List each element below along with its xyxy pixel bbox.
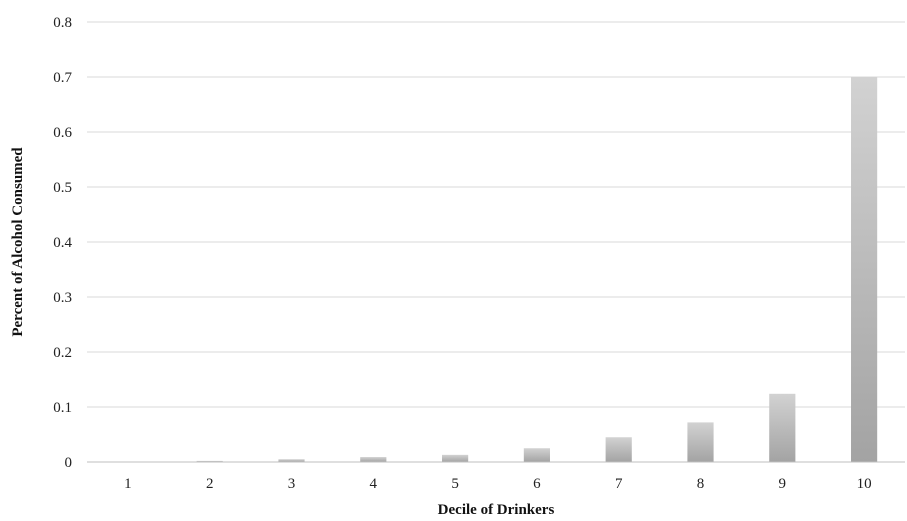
gridlines	[87, 21, 905, 408]
x-tick-label: 8	[697, 476, 705, 492]
y-axis-tick-labels: 0 0.1 0.2 0.3 0.4 0.5 0.6 0.7 0.8	[53, 15, 72, 471]
y-tick-label: 0.5	[53, 180, 72, 196]
y-tick-label: 0.8	[53, 15, 72, 31]
bar-decile-4	[360, 457, 387, 462]
y-tick-label: 0.3	[53, 290, 72, 306]
x-tick-label: 2	[206, 476, 214, 492]
x-tick-label: 1	[124, 476, 132, 492]
bar-decile-6	[523, 448, 550, 462]
y-tick-label: 0.4	[53, 235, 72, 251]
x-axis-title: Decile of Drinkers	[438, 502, 555, 518]
y-tick-label: 0	[65, 455, 73, 471]
bar-decile-3	[278, 459, 305, 462]
bar-decile-10	[851, 77, 878, 462]
y-tick-label: 0.1	[53, 400, 72, 416]
x-axis-tick-labels: 1 2 3 4 5 6 7 8 9 10	[124, 476, 871, 492]
y-tick-label: 0.2	[53, 345, 72, 361]
y-tick-label: 0.6	[53, 125, 72, 141]
bars	[196, 77, 878, 462]
x-tick-label: 6	[533, 476, 541, 492]
bar-decile-2	[196, 460, 223, 462]
y-axis-title: Percent of Alcohol Consumed	[10, 147, 26, 337]
x-tick-label: 9	[779, 476, 787, 492]
x-tick-label: 10	[857, 476, 872, 492]
x-tick-label: 7	[615, 476, 623, 492]
bar-decile-7	[605, 437, 632, 462]
x-tick-label: 4	[370, 476, 378, 492]
x-tick-label: 3	[288, 476, 296, 492]
bar-decile-8	[687, 422, 714, 462]
bar-decile-5	[442, 454, 469, 462]
y-tick-label: 0.7	[53, 70, 72, 86]
x-tick-label: 5	[451, 476, 459, 492]
bar-decile-9	[769, 393, 796, 462]
